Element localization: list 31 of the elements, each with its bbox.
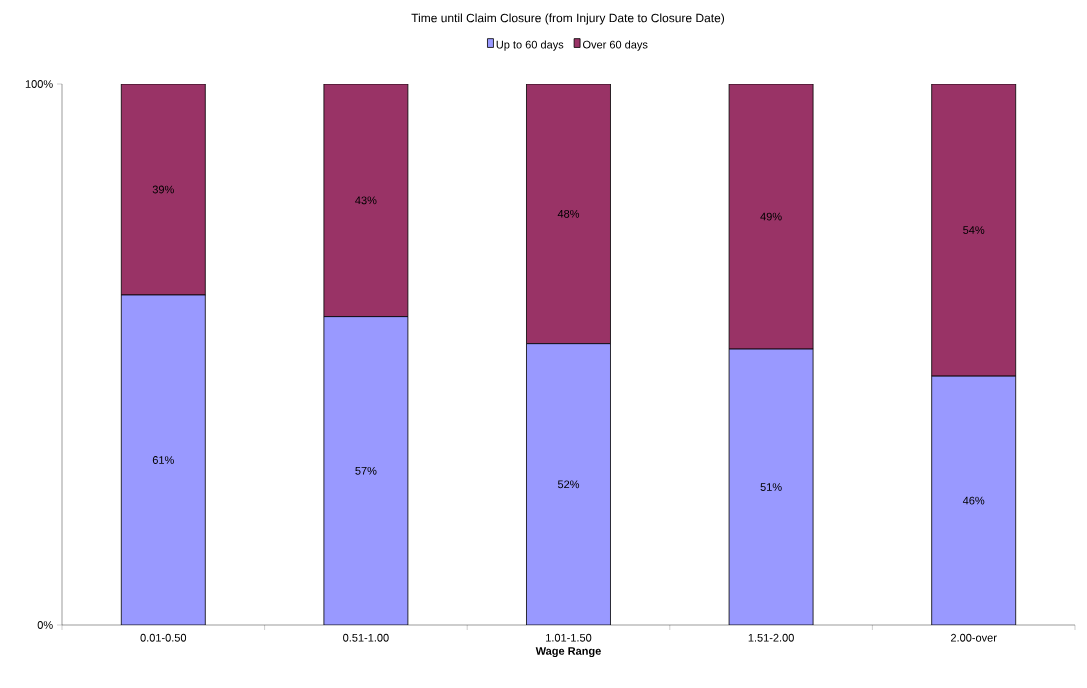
data-label: 61%	[152, 456, 174, 464]
y-tick-label: 0%	[37, 621, 53, 629]
bar	[728, 348, 814, 625]
x-tick-label: 0.51-1.00	[343, 633, 389, 642]
chart-title: Time until Claim Closure (from Injury Date to Closure Date)	[411, 13, 725, 25]
x-tick-label: 1.51-2.00	[748, 633, 794, 642]
data-label: 48%	[557, 209, 580, 218]
data-label: 46%	[962, 496, 985, 505]
x-tick-label: 0.01-0.50	[140, 633, 187, 642]
data-label: 39%	[152, 185, 174, 194]
bar	[931, 83, 1017, 377]
bar	[526, 343, 611, 625]
data-label: 51%	[760, 483, 782, 491]
legend-label: Up to 60 days	[496, 40, 564, 51]
data-label: 49%	[760, 212, 782, 221]
legend-label: Over 60 days	[583, 40, 648, 51]
bar	[931, 375, 1017, 625]
y-tick-label: 100%	[25, 80, 53, 88]
bar	[728, 83, 814, 350]
data-label: 54%	[963, 226, 985, 234]
bar	[526, 83, 611, 345]
data-label: 52%	[557, 480, 580, 489]
x-tick-label: 1.01-1.50	[546, 633, 592, 642]
x-axis-title: Wage Range	[535, 647, 601, 658]
data-label: 57%	[355, 466, 377, 475]
bar	[323, 83, 409, 318]
data-label: 43%	[355, 196, 377, 205]
x-tick-label: 2.00-over	[951, 633, 997, 642]
bar	[323, 316, 409, 625]
bar	[120, 294, 206, 625]
bar	[120, 83, 206, 296]
